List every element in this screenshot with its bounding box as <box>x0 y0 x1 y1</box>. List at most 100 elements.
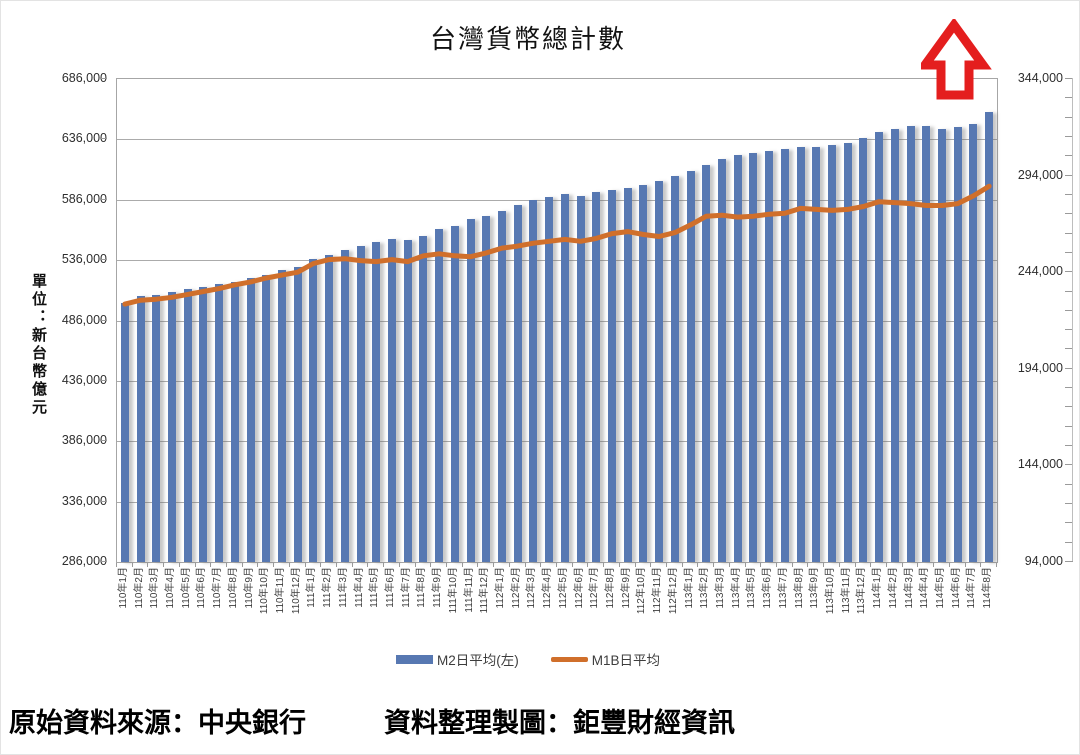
m2-bar <box>608 189 616 562</box>
h-gridline <box>117 199 997 201</box>
x-axis-category-label: 114年6月 <box>950 567 962 609</box>
m2-bar <box>906 125 915 562</box>
m2-bar <box>890 128 899 562</box>
up-arrow-annotation-icon <box>921 19 992 100</box>
x-axis-category-label: 114年2月 <box>887 567 899 609</box>
x-axis-category-label: 110年12月 <box>290 567 302 615</box>
x-axis-tick <box>933 562 935 567</box>
chart-title: 台灣貨幣總計數 <box>429 25 626 54</box>
m2-bar <box>246 278 255 562</box>
right-axis-tick-label: 144,000 <box>1017 457 1063 472</box>
m2-bar <box>639 185 648 562</box>
m2-bar <box>733 155 742 562</box>
m1b-line-swatch <box>550 656 588 662</box>
x-axis-category-label: 113年4月 <box>730 567 742 609</box>
x-axis-tick <box>948 562 950 567</box>
right-axis-minor-tick <box>1065 464 1073 466</box>
m2-bar <box>388 239 396 562</box>
x-axis-tick <box>791 562 793 567</box>
x-axis-category-label: 110年2月 <box>133 567 145 609</box>
right-axis-minor-tick <box>1065 309 1073 311</box>
legend-label-m1b: M1B日平均 <box>591 653 660 668</box>
m2-bar <box>985 111 994 562</box>
m2-bar <box>309 258 318 562</box>
x-axis-tick <box>728 562 730 567</box>
x-axis-tick <box>980 562 982 567</box>
x-axis-category-label: 112年10月 <box>636 567 648 615</box>
right-axis-minor-tick <box>1065 251 1073 253</box>
x-axis-category-label: 110年6月 <box>196 567 208 609</box>
right-axis-minor-tick <box>1065 445 1073 447</box>
left-axis-tick-label: 436,000 <box>61 372 107 387</box>
x-axis-tick <box>571 562 573 567</box>
right-axis-line <box>1072 78 1073 561</box>
m2-bar <box>796 147 805 562</box>
right-axis-minor-tick <box>1065 116 1073 118</box>
x-axis-tick <box>383 562 385 567</box>
x-axis-tick <box>320 562 322 567</box>
m2-bar <box>702 165 711 562</box>
footer-source: 原始資料來源：中央銀行 <box>9 708 306 738</box>
x-axis-tick <box>446 562 447 567</box>
right-axis-minor-tick <box>1065 329 1073 331</box>
m2-bar <box>325 254 334 562</box>
m2-bar <box>686 170 695 562</box>
m2-bar <box>828 145 836 562</box>
left-axis-title: 單位：新台幣億元 <box>30 273 47 417</box>
x-axis-tick <box>304 562 306 567</box>
x-axis-category-label: 113年2月 <box>699 567 711 609</box>
x-axis-category-label: 110年11月 <box>275 567 286 614</box>
h-gridline <box>117 441 997 443</box>
right-axis-minor-tick <box>1065 541 1073 543</box>
m2-bar <box>168 291 176 562</box>
x-axis-category-label: 113年10月 <box>825 567 836 615</box>
m2-bar <box>843 143 852 562</box>
m2-bar <box>450 226 459 562</box>
m2-bar <box>340 249 349 562</box>
m2-bar <box>670 176 679 562</box>
x-axis-tick <box>603 562 605 567</box>
m2-bar <box>215 284 224 562</box>
x-axis-category-label: 111年1月 <box>306 567 318 608</box>
legend: M2日平均(左) M1B日平均 <box>1 649 1055 669</box>
m2-bar <box>576 195 585 562</box>
x-axis-category-label: 112年5月 <box>557 567 569 609</box>
right-axis-minor-tick <box>1065 483 1073 485</box>
x-axis-tick <box>823 562 825 567</box>
x-axis-tick <box>650 562 652 567</box>
m2-bar <box>293 266 302 562</box>
x-axis-category-label: 114年3月 <box>903 567 915 609</box>
x-axis-category-label: 111年4月 <box>353 567 365 608</box>
x-axis-tick <box>288 562 290 567</box>
x-axis-tick <box>870 562 872 567</box>
x-axis-category-label: 111年3月 <box>337 567 349 608</box>
left-axis-tick <box>100 561 107 562</box>
m2-bar <box>120 303 129 562</box>
x-axis-tick <box>996 562 997 567</box>
x-axis-category-label: 110年8月 <box>227 567 239 609</box>
x-axis-tick <box>760 562 762 567</box>
x-axis-tick <box>241 562 243 567</box>
left-axis-tick <box>100 138 107 140</box>
right-axis-tick-label: 94,000 <box>1024 554 1063 568</box>
x-axis-category-label: 111年12月 <box>479 567 491 614</box>
x-axis-tick <box>838 562 840 567</box>
x-axis-category-label: 111年11月 <box>463 567 475 613</box>
x-axis-tick <box>430 562 432 567</box>
left-axis-tick-label: 686,000 <box>61 71 107 85</box>
x-axis-tick <box>744 562 746 567</box>
right-axis-minor-tick <box>1065 97 1073 99</box>
right-axis-tick-label: 344,000 <box>1017 71 1063 85</box>
x-axis-category-label: 110年5月 <box>180 567 192 609</box>
m1b-line-series <box>122 183 992 307</box>
x-axis-tick <box>508 562 510 567</box>
m2-bar <box>482 216 491 562</box>
right-axis-minor-tick <box>1065 367 1073 369</box>
x-axis-category-label: 112年8月 <box>605 567 616 609</box>
left-axis-tick-label: 336,000 <box>61 493 107 508</box>
x-axis-category-label: 110年7月 <box>212 567 224 609</box>
left-axis-tick-label: 386,000 <box>61 433 107 448</box>
x-axis-tick <box>178 562 180 567</box>
m2-bar <box>969 123 978 562</box>
x-axis-category-label: 113年3月 <box>715 567 726 609</box>
